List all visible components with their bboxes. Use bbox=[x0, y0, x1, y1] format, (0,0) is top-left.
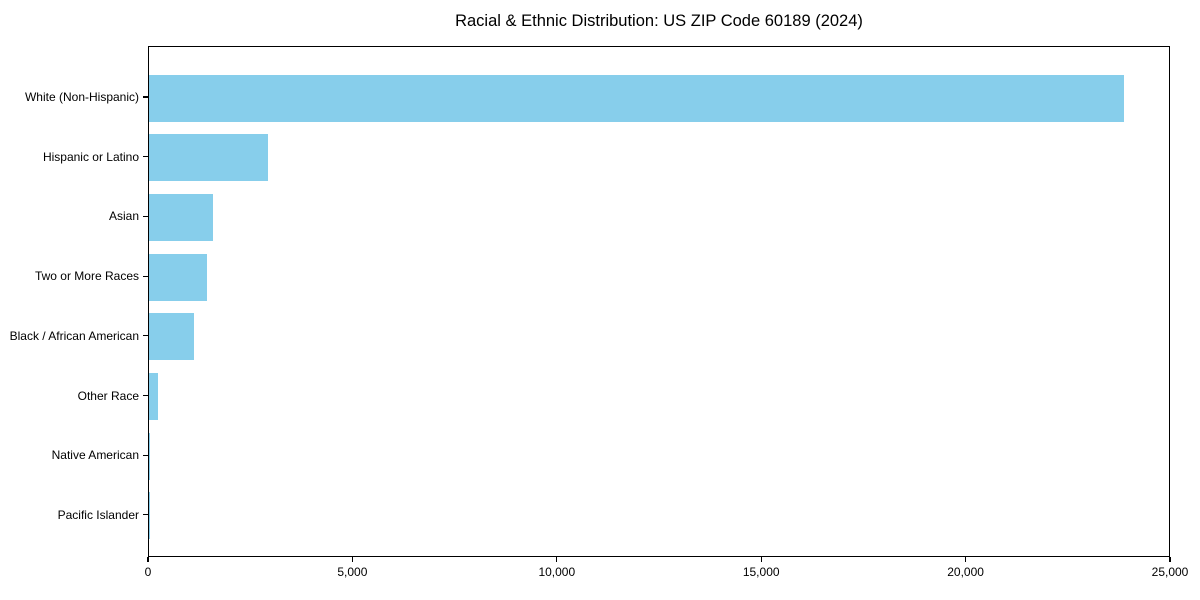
bar bbox=[149, 134, 268, 182]
x-tick bbox=[1169, 557, 1171, 562]
bar bbox=[149, 253, 208, 301]
y-tick-label: Other Race bbox=[77, 388, 139, 403]
bar bbox=[149, 74, 1124, 122]
y-tick-label: Hispanic or Latino bbox=[42, 149, 139, 164]
x-tick bbox=[147, 557, 149, 562]
bar bbox=[149, 193, 213, 241]
y-tick-label: Black / African American bbox=[9, 328, 139, 343]
y-tick-label: Two or More Races bbox=[34, 269, 139, 284]
y-tick-label: Native American bbox=[51, 448, 139, 463]
y-tick bbox=[143, 514, 148, 516]
x-tick-label: 25,000 bbox=[1151, 565, 1189, 579]
x-tick-label: 15,000 bbox=[742, 565, 780, 579]
x-tick-label: 10,000 bbox=[538, 565, 576, 579]
bar bbox=[149, 313, 194, 361]
y-tick bbox=[143, 335, 148, 337]
chart-title: Racial & Ethnic Distribution: US ZIP Cod… bbox=[455, 12, 863, 30]
x-tick bbox=[760, 557, 762, 562]
x-tick-label: 20,000 bbox=[947, 565, 984, 579]
y-tick bbox=[143, 394, 148, 397]
x-tick bbox=[965, 557, 967, 562]
y-tick bbox=[143, 215, 148, 217]
x-tick bbox=[351, 557, 353, 562]
y-tick-label: Pacific Islander bbox=[57, 507, 139, 522]
x-tick bbox=[556, 557, 558, 562]
y-tick bbox=[143, 96, 148, 98]
x-tick-label: 5,000 bbox=[337, 565, 368, 579]
x-tick-label: 0 bbox=[144, 565, 152, 579]
bar bbox=[149, 432, 151, 480]
y-tick bbox=[143, 454, 148, 456]
y-tick bbox=[143, 156, 148, 158]
y-tick-label: Asian bbox=[108, 209, 139, 224]
bar bbox=[149, 373, 158, 420]
plot-area bbox=[148, 46, 1170, 557]
y-tick bbox=[143, 275, 148, 277]
y-tick-label: White (Non-Hispanic) bbox=[24, 90, 139, 104]
